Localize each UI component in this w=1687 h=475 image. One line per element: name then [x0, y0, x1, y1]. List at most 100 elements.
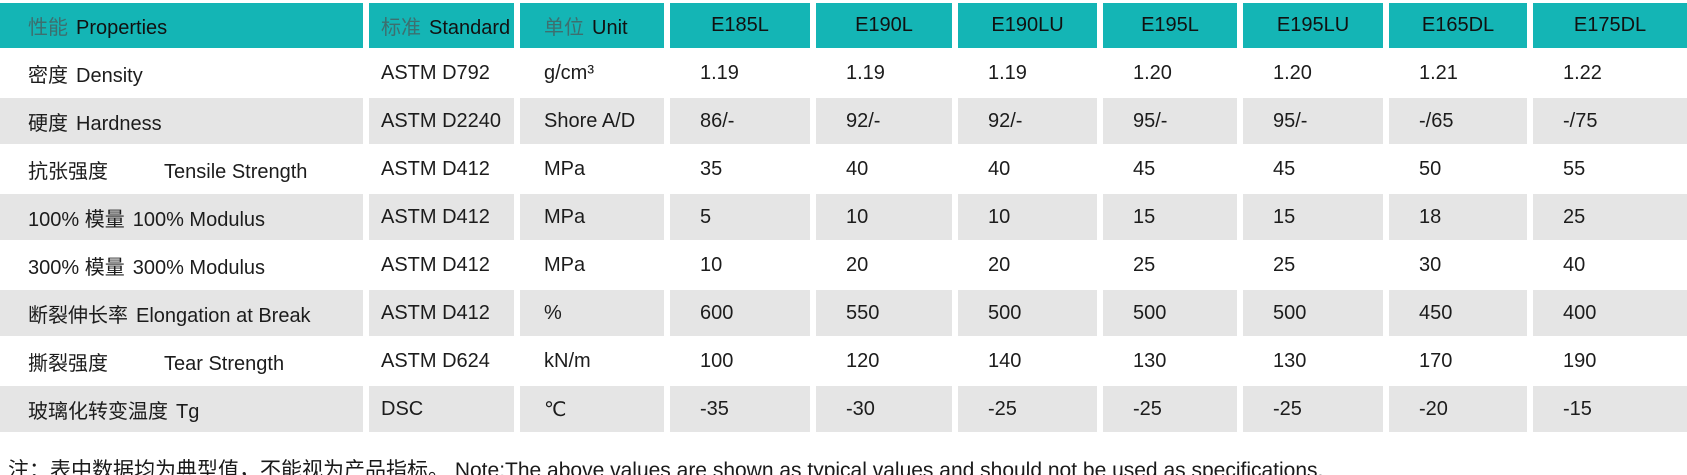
header-standard-cn: 标准 — [381, 17, 421, 39]
standard-cell: ASTM D624 — [363, 337, 517, 385]
value-cell: 1.20 — [1237, 49, 1386, 97]
property-name-cn: 断裂伸长率 — [28, 304, 128, 327]
property-name-cn: 300% 模量 — [28, 256, 125, 279]
unit-cell: Shore A/D — [514, 97, 667, 145]
value-cell: 25 — [1237, 241, 1386, 289]
header-properties-cn: 性能 — [28, 17, 68, 39]
value-cell: 18 — [1383, 193, 1530, 241]
footnote: 注：表中数据均为典型值，不能视为产品指标。 Note:The above val… — [8, 459, 1324, 475]
header-model-e185l: E185L — [664, 3, 813, 49]
property-name-en: Density — [76, 64, 143, 87]
property-name-en: 100% Modulus — [132, 208, 266, 231]
value-cell: 10 — [810, 193, 955, 241]
value-cell: 15 — [1237, 193, 1386, 241]
header-standard: 标准 Standard — [363, 3, 517, 49]
value-cell: 50 — [1383, 145, 1530, 193]
table-row: 玻璃化转变温度 Tg DSC ℃ -35 -30 -25 -25 -25 -20 … — [0, 385, 1687, 433]
unit-cell: % — [514, 289, 667, 337]
header-standard-en: Standard — [429, 17, 511, 39]
value-cell: 400 — [1527, 289, 1687, 337]
table-row: 300% 模量 300% Modulus ASTM D412 MPa 10 20 … — [0, 241, 1687, 289]
table-body: 密度 Density ASTM D792 g/cm³ 1.19 1.19 1.19… — [0, 49, 1687, 433]
property-cell: 抗张强度 Tensile Strength — [0, 145, 366, 193]
value-cell: 45 — [1097, 145, 1240, 193]
value-cell: 20 — [810, 241, 955, 289]
unit-cell: MPa — [514, 193, 667, 241]
standard-cell: ASTM D412 — [363, 193, 517, 241]
value-cell: 25 — [1097, 241, 1240, 289]
standard-cell: ASTM D2240 — [363, 97, 517, 145]
property-name-en: Hardness — [76, 112, 162, 135]
value-cell: 500 — [952, 289, 1100, 337]
property-name-en: Elongation at Break — [136, 304, 311, 327]
value-cell: 120 — [810, 337, 955, 385]
value-cell: 1.21 — [1383, 49, 1530, 97]
header-model-e195l: E195L — [1097, 3, 1240, 49]
value-cell: 100 — [664, 337, 813, 385]
value-cell: 10 — [952, 193, 1100, 241]
value-cell: 5 — [664, 193, 813, 241]
header-model-e195lu: E195LU — [1237, 3, 1386, 49]
table-row: 100% 模量 100% Modulus ASTM D412 MPa 5 10 1… — [0, 193, 1687, 241]
unit-cell: ℃ — [514, 385, 667, 433]
unit-cell: MPa — [514, 241, 667, 289]
value-cell: 15 — [1097, 193, 1240, 241]
value-cell: 92/- — [810, 97, 955, 145]
property-name-cn: 撕裂强度 — [28, 352, 108, 375]
value-cell: 1.22 — [1527, 49, 1687, 97]
value-cell: 130 — [1097, 337, 1240, 385]
standard-cell: DSC — [363, 385, 517, 433]
value-cell: 500 — [1237, 289, 1386, 337]
value-cell: 190 — [1527, 337, 1687, 385]
property-name-cn: 玻璃化转变温度 — [28, 400, 168, 423]
value-cell: 1.19 — [664, 49, 813, 97]
standard-cell: ASTM D412 — [363, 241, 517, 289]
value-cell: -25 — [1097, 385, 1240, 433]
header-unit-en: Unit — [592, 17, 628, 39]
unit-cell: kN/m — [514, 337, 667, 385]
header-model-e190lu: E190LU — [952, 3, 1100, 49]
value-cell: -15 — [1527, 385, 1687, 433]
standard-cell: ASTM D792 — [363, 49, 517, 97]
header-model-e165dl: E165DL — [1383, 3, 1530, 49]
property-cell: 密度 Density — [0, 49, 366, 97]
value-cell: 1.19 — [810, 49, 955, 97]
property-cell: 100% 模量 100% Modulus — [0, 193, 366, 241]
table-row: 硬度 Hardness ASTM D2240 Shore A/D 86/- 92/… — [0, 97, 1687, 145]
value-cell: 550 — [810, 289, 955, 337]
value-cell: 170 — [1383, 337, 1530, 385]
value-cell: 86/- — [664, 97, 813, 145]
header-properties: 性能 Properties — [0, 3, 366, 49]
header-unit: 单位 Unit — [514, 3, 667, 49]
value-cell: 130 — [1237, 337, 1386, 385]
header-model-e175dl: E175DL — [1527, 3, 1687, 49]
header-properties-en: Properties — [76, 17, 168, 39]
properties-table: 性能 Properties 标准 Standard 单位 Unit E185L E19… — [0, 3, 1687, 434]
property-name-en: Tg — [176, 400, 200, 423]
value-cell: 500 — [1097, 289, 1240, 337]
value-cell: 55 — [1527, 145, 1687, 193]
property-cell: 玻璃化转变温度 Tg — [0, 385, 366, 433]
property-name-en: Tensile Strength — [164, 160, 308, 183]
standard-cell: ASTM D412 — [363, 145, 517, 193]
value-cell: 40 — [952, 145, 1100, 193]
value-cell: 40 — [1527, 241, 1687, 289]
value-cell: -25 — [952, 385, 1100, 433]
property-name-cn: 抗张强度 — [28, 160, 108, 183]
table-row: 抗张强度 Tensile Strength ASTM D412 MPa 35 40… — [0, 145, 1687, 193]
value-cell: 45 — [1237, 145, 1386, 193]
value-cell: -/65 — [1383, 97, 1530, 145]
value-cell: 600 — [664, 289, 813, 337]
value-cell: 20 — [952, 241, 1100, 289]
value-cell: 92/- — [952, 97, 1100, 145]
unit-cell: MPa — [514, 145, 667, 193]
value-cell: -35 — [664, 385, 813, 433]
property-name-en: Tear Strength — [164, 352, 285, 375]
value-cell: 95/- — [1237, 97, 1386, 145]
value-cell: 140 — [952, 337, 1100, 385]
table-header-row: 性能 Properties 标准 Standard 单位 Unit E185L E19… — [0, 3, 1687, 49]
value-cell: 30 — [1383, 241, 1530, 289]
value-cell: 1.20 — [1097, 49, 1240, 97]
header-model-e190l: E190L — [810, 3, 955, 49]
